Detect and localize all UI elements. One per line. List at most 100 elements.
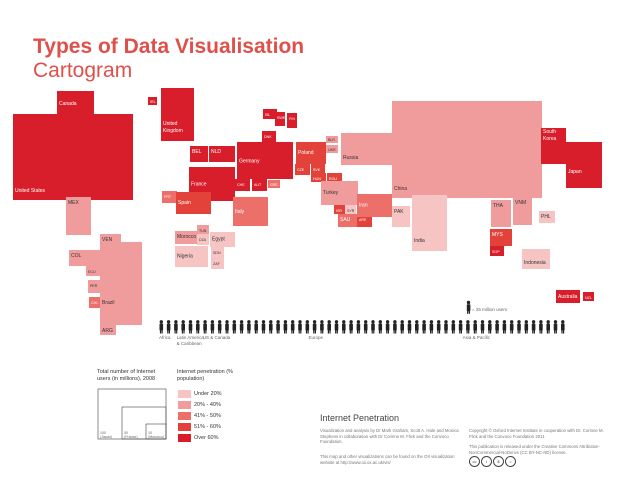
- size-legend-title: Total number of Internet users (in milli…: [97, 369, 156, 382]
- page-subtitle: Cartogram: [33, 59, 133, 82]
- country-isr-label: ISR: [336, 209, 342, 213]
- footer-title: Internet Penetration: [320, 413, 400, 423]
- person-icon: [488, 320, 492, 334]
- country-swe: [275, 112, 285, 126]
- person-icon: [174, 320, 178, 334]
- country-svk: [311, 164, 325, 175]
- country-australia-label: Australia: [558, 294, 578, 300]
- person-icon: [509, 320, 514, 334]
- legend-swatch-5: [178, 434, 191, 442]
- cc-license-icons: cc i $ =: [469, 456, 516, 467]
- country-swe-label: SWE: [277, 116, 286, 120]
- legend-item-over-60: Over 60%: [194, 435, 219, 441]
- country-phl-label: PHL: [541, 214, 551, 220]
- country-poland: [296, 142, 326, 164]
- person-icon: [181, 320, 185, 334]
- person-icon: [407, 320, 412, 334]
- person-icon: [480, 320, 485, 334]
- country-india-label: India: [414, 238, 425, 244]
- person-icon: [261, 320, 266, 334]
- country-sau-label: SAU: [340, 217, 351, 223]
- person-icon: [203, 320, 207, 334]
- person-icon: [502, 320, 507, 334]
- unit-legend-label: = 25 million users: [472, 307, 508, 312]
- footer-copyright: Copyright © Oxford Internet Institute in…: [469, 428, 604, 439]
- country-spain: [176, 192, 211, 214]
- country-pak-label: PAK: [394, 209, 404, 215]
- country-south-korea-label-2: Korea: [543, 136, 557, 142]
- country-che-label: CHE: [237, 183, 245, 187]
- person-icon: [458, 320, 463, 334]
- person-icon: [254, 320, 258, 334]
- country-united-kingdom: [161, 88, 194, 141]
- country-aut: [252, 179, 267, 191]
- country-hun: [311, 173, 326, 182]
- country-united-states-label: United States: [15, 188, 46, 194]
- country-vnm: [513, 197, 532, 225]
- country-isl-label: ISL: [265, 113, 270, 117]
- country-sau: [338, 214, 358, 227]
- person-icon: [312, 320, 317, 334]
- person-icon: [327, 320, 331, 334]
- country-zaf-label: ZAF: [213, 262, 221, 266]
- country-dza: [197, 234, 209, 245]
- legend-swatch-3: [178, 412, 191, 420]
- size-legend-square-japan: [97, 388, 167, 440]
- country-tha-label: THA: [493, 203, 504, 209]
- country-turkey-label: Turkey: [323, 190, 339, 196]
- person-icon: [363, 320, 368, 334]
- country-hun-label: HUN: [313, 177, 321, 181]
- country-italy: [233, 197, 268, 226]
- country-col: [69, 250, 100, 266]
- country-syr-label: SYR: [347, 209, 355, 213]
- country-india: [412, 195, 447, 251]
- country-egypt-label: Egypt: [212, 236, 225, 242]
- country-united-kingdom-label-2: Kingdom: [163, 128, 183, 134]
- person-icon: [298, 320, 302, 334]
- person-icon: [349, 320, 353, 334]
- country-germany-label: Germany: [239, 158, 260, 164]
- country-gre-label: GRE: [270, 183, 278, 187]
- country-dnk: [262, 131, 276, 143]
- country-chl-label: CHL: [91, 301, 98, 305]
- country-svk-label: SVK: [313, 168, 321, 172]
- person-icon: [378, 320, 383, 334]
- country-fin: [287, 113, 297, 128]
- country-cze-label: CZE: [297, 168, 305, 172]
- country-sdn: [211, 247, 224, 258]
- country-rou-label: ROU: [329, 177, 337, 181]
- country-nld: [209, 146, 235, 162]
- country-rou: [327, 173, 342, 182]
- person-icon: [276, 320, 280, 334]
- person-icon: [495, 320, 499, 334]
- person-icon: [210, 320, 215, 334]
- country-poland-label: Poland: [298, 150, 314, 156]
- country-russia-label: Russia: [343, 155, 359, 161]
- size-legend-label-morocco: (Morocco): [148, 435, 164, 439]
- country-japan: [566, 142, 602, 188]
- person-icon: [371, 320, 375, 334]
- person-icon: [283, 320, 288, 334]
- country-gre: [268, 180, 280, 188]
- country-australia: [556, 290, 580, 303]
- country-turkey: [321, 181, 358, 205]
- people-axis: [159, 300, 565, 334]
- size-legend-label-japan: (Japan): [100, 435, 112, 439]
- person-icon: [539, 320, 543, 334]
- country-indonesia: [522, 249, 550, 269]
- footer-more-info: This map and other visualizations can be…: [320, 454, 455, 465]
- country-spain-label: Spain: [178, 200, 191, 206]
- person-icon: [305, 320, 310, 334]
- person-icon: [159, 320, 164, 334]
- country-sgp: [490, 246, 504, 256]
- person-icon: [451, 320, 456, 334]
- person-icon: [320, 320, 324, 334]
- country-china: [392, 101, 542, 198]
- by-icon: i: [481, 456, 492, 467]
- person-icon: [166, 320, 171, 334]
- country-nzl-label: NZL: [585, 296, 592, 300]
- country-italy-label: Italy: [235, 209, 245, 215]
- legend-item-41-50: 41% - 50%: [194, 413, 221, 419]
- legend-item-20-40: 20% - 40%: [194, 402, 221, 408]
